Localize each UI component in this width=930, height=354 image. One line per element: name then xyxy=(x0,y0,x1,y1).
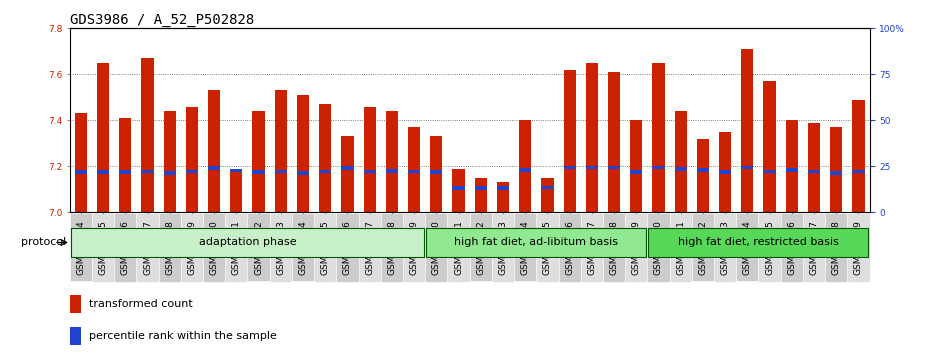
Bar xyxy=(119,170,131,174)
Bar xyxy=(719,132,731,212)
Text: protocol: protocol xyxy=(20,237,66,247)
Bar xyxy=(164,111,176,212)
Bar xyxy=(564,166,576,169)
Bar xyxy=(70,327,81,346)
Bar xyxy=(297,171,309,175)
Bar xyxy=(786,120,798,212)
Bar xyxy=(719,170,731,174)
Bar xyxy=(208,91,220,212)
Bar xyxy=(386,111,398,212)
Bar xyxy=(208,166,220,170)
Bar xyxy=(631,170,643,174)
Bar xyxy=(408,127,420,212)
Bar xyxy=(830,127,843,212)
Bar xyxy=(97,63,109,212)
FancyBboxPatch shape xyxy=(648,228,869,257)
Bar xyxy=(652,166,665,169)
Bar xyxy=(541,186,553,189)
Bar xyxy=(364,107,376,212)
Bar xyxy=(564,70,576,212)
Bar xyxy=(786,168,798,172)
Bar xyxy=(541,178,553,212)
Bar xyxy=(386,169,398,173)
Bar xyxy=(497,183,509,212)
Bar xyxy=(364,170,376,173)
Bar xyxy=(808,170,820,173)
Bar xyxy=(341,137,353,212)
Bar xyxy=(74,170,87,174)
Bar xyxy=(697,139,709,212)
Bar xyxy=(431,137,443,212)
Bar xyxy=(808,123,820,212)
Bar xyxy=(231,169,243,212)
Bar xyxy=(252,170,265,174)
Bar xyxy=(408,170,420,173)
Bar xyxy=(497,187,509,190)
FancyBboxPatch shape xyxy=(426,228,646,257)
Bar xyxy=(852,170,865,173)
Bar xyxy=(341,166,353,170)
Bar xyxy=(319,104,331,212)
Bar xyxy=(274,170,287,173)
Bar xyxy=(608,72,620,212)
Bar xyxy=(519,168,531,172)
Bar xyxy=(141,58,153,212)
Bar xyxy=(452,169,465,212)
Bar xyxy=(852,100,865,212)
Text: transformed count: transformed count xyxy=(89,299,193,309)
Bar xyxy=(764,81,776,212)
Bar xyxy=(97,170,109,174)
Bar xyxy=(830,171,843,175)
Bar xyxy=(474,178,487,212)
Bar xyxy=(274,91,287,212)
Bar xyxy=(519,120,531,212)
Bar xyxy=(741,166,753,169)
Bar xyxy=(631,120,643,212)
Text: GDS3986 / A_52_P502828: GDS3986 / A_52_P502828 xyxy=(70,13,254,27)
Bar xyxy=(608,166,620,169)
Bar xyxy=(231,169,243,172)
Bar xyxy=(674,167,687,171)
Bar xyxy=(652,63,665,212)
Bar xyxy=(764,170,776,173)
Bar xyxy=(186,170,198,173)
Text: high fat diet, restricted basis: high fat diet, restricted basis xyxy=(678,237,839,247)
Bar xyxy=(741,49,753,212)
Bar xyxy=(697,168,709,172)
Bar xyxy=(70,295,81,314)
Bar xyxy=(586,166,598,169)
Text: high fat diet, ad-libitum basis: high fat diet, ad-libitum basis xyxy=(454,237,618,247)
Bar xyxy=(431,170,443,174)
Bar xyxy=(74,114,87,212)
Bar xyxy=(141,170,153,173)
Bar xyxy=(186,107,198,212)
FancyBboxPatch shape xyxy=(71,228,424,257)
Bar xyxy=(119,118,131,212)
Bar xyxy=(252,111,265,212)
Bar xyxy=(452,187,465,190)
Bar xyxy=(297,95,309,212)
Bar xyxy=(164,171,176,175)
Text: adaptation phase: adaptation phase xyxy=(199,237,297,247)
Bar xyxy=(319,170,331,173)
Bar xyxy=(674,111,687,212)
Bar xyxy=(586,63,598,212)
Bar xyxy=(474,187,487,190)
Text: percentile rank within the sample: percentile rank within the sample xyxy=(89,331,277,341)
